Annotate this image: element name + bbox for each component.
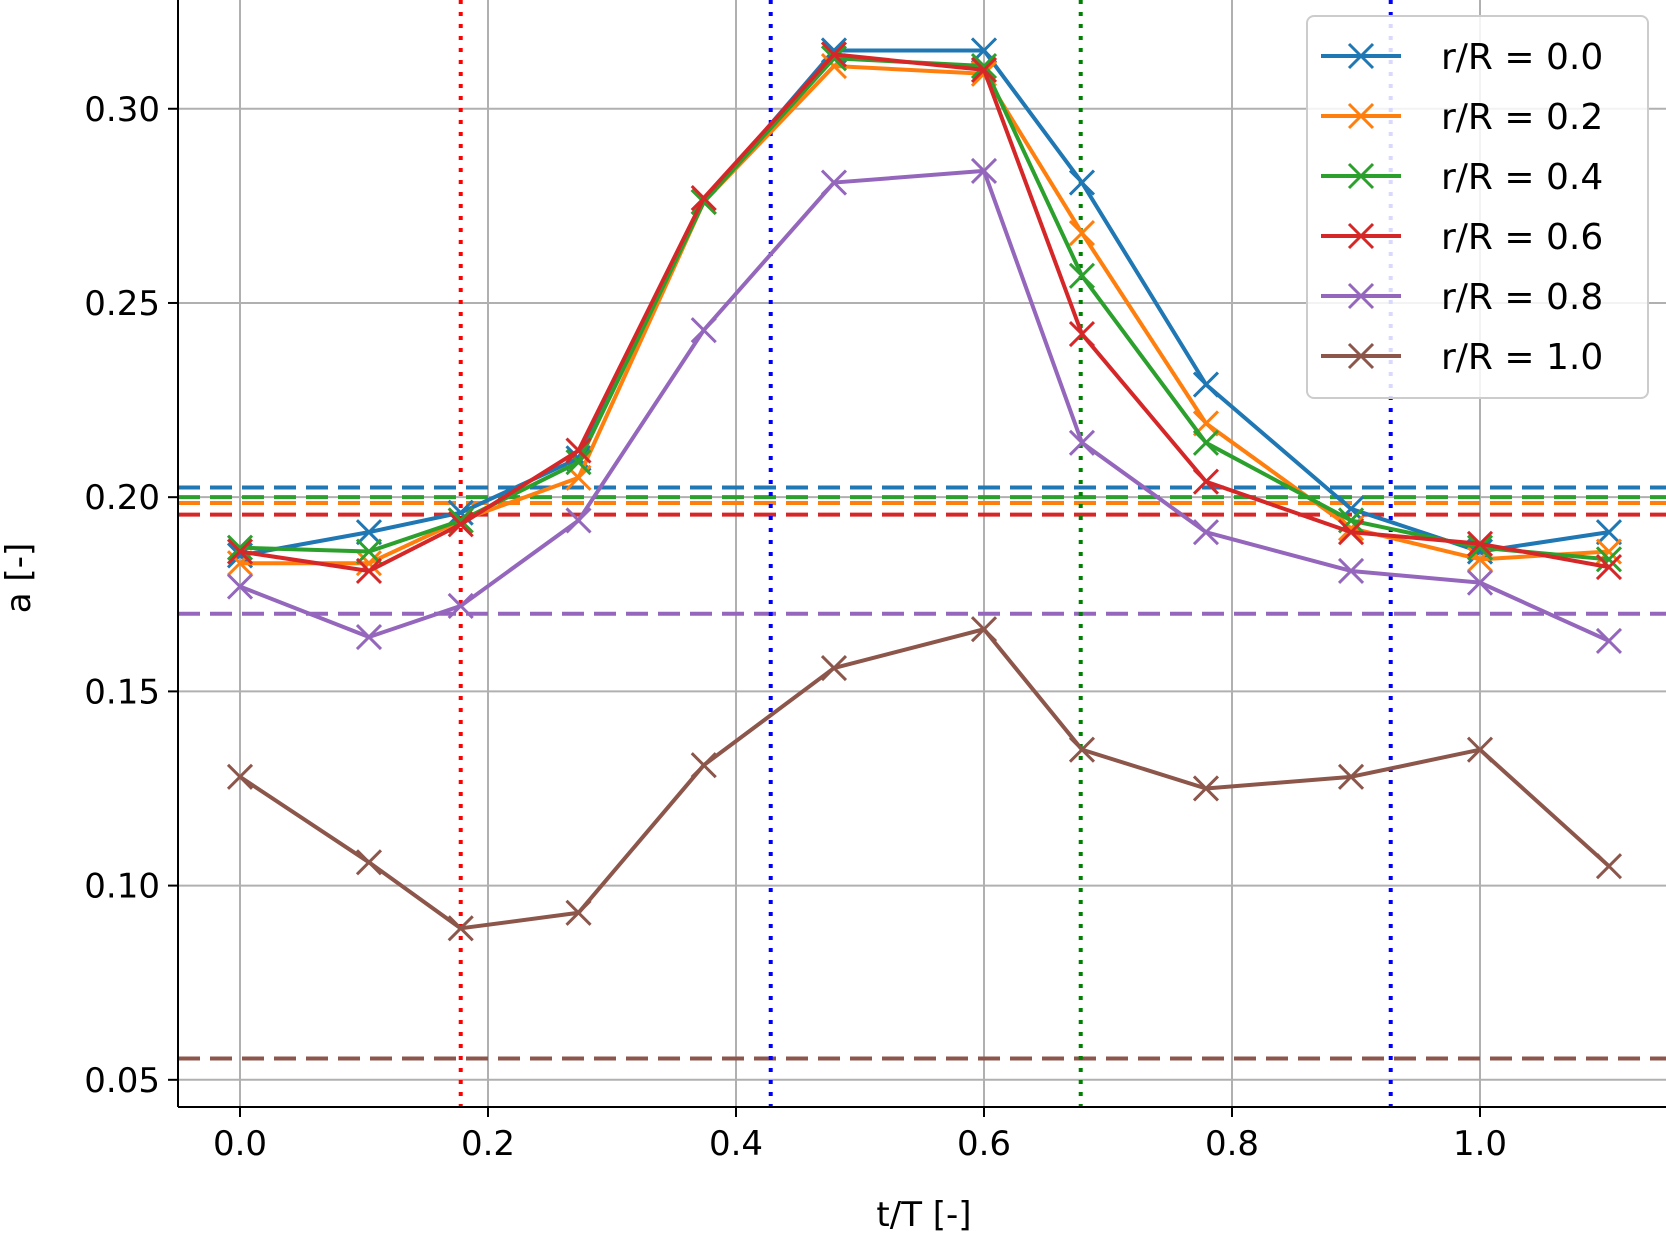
data-point <box>1068 262 1096 289</box>
data-point <box>690 185 717 212</box>
data-point <box>1466 534 1494 561</box>
y-tick-label: 0.25 <box>84 284 160 324</box>
y-axis-label: a [-] <box>0 543 39 613</box>
data-point <box>355 849 383 876</box>
data-point <box>447 511 474 538</box>
x-tick-label: 0.2 <box>461 1124 515 1164</box>
legend-marker <box>1347 342 1375 370</box>
data-point <box>447 592 474 619</box>
legend-label: r/R = 0.6 <box>1441 217 1603 258</box>
x-tick-label: 0.6 <box>957 1124 1011 1164</box>
y-tick-label: 0.05 <box>84 1061 160 1101</box>
legend-label: r/R = 0.4 <box>1441 157 1603 198</box>
data-point <box>1192 429 1220 456</box>
data-point <box>1337 519 1365 546</box>
data-point <box>355 538 383 565</box>
legend-entry: r/R = 0.4 <box>1321 157 1603 198</box>
legend-box <box>1306 15 1649 399</box>
y-tick-label: 0.10 <box>84 867 160 907</box>
data-point <box>447 915 474 942</box>
data-point <box>1068 320 1096 348</box>
data-point <box>1595 853 1623 880</box>
data-point <box>1068 429 1096 456</box>
data-point <box>970 157 998 184</box>
series <box>226 157 1623 654</box>
data-point <box>1466 736 1494 763</box>
legend-entry: r/R = 1.0 <box>1321 337 1603 378</box>
series <box>226 616 1623 942</box>
data-point <box>1337 763 1365 790</box>
data-point <box>226 534 254 561</box>
series-line <box>239 168 1610 643</box>
data-point <box>226 573 254 600</box>
x-ticks: 0.0 0.2 0.4 0.6 0.8 1.0 <box>213 1107 1507 1164</box>
data-point <box>1595 519 1623 546</box>
legend-marker <box>1347 222 1375 250</box>
data-point <box>355 519 383 546</box>
series <box>226 41 1623 585</box>
reference-lines <box>458 0 1393 1107</box>
data-point <box>820 45 848 72</box>
legend-marker <box>1347 102 1375 130</box>
legend-marker <box>1347 282 1375 310</box>
data-point <box>1192 371 1220 398</box>
data-point <box>820 169 848 196</box>
legend-label: r/R = 1.0 <box>1441 337 1603 378</box>
data-point <box>820 655 848 682</box>
data-point <box>1337 557 1365 585</box>
legend-marker <box>1347 42 1375 70</box>
data-point <box>1068 736 1096 763</box>
data-point <box>1192 468 1220 495</box>
data-point <box>565 899 592 926</box>
legend-entry: r/R = 0.6 <box>1321 217 1603 258</box>
data-point <box>1068 169 1096 196</box>
data-point <box>1068 219 1096 247</box>
y-tick-label: 0.15 <box>84 672 160 712</box>
data-point <box>1466 569 1494 596</box>
legend-entry: r/R = 0.2 <box>1321 97 1603 138</box>
y-tick-label: 0.30 <box>84 90 160 130</box>
legend-label: r/R = 0.0 <box>1441 37 1603 78</box>
data-point <box>226 538 254 565</box>
data-point <box>1595 554 1623 581</box>
legend-label: r/R = 0.8 <box>1441 277 1603 318</box>
data-point <box>1192 775 1220 802</box>
data-point <box>226 763 254 790</box>
legend-marker <box>1347 162 1375 190</box>
x-tick-label: 0.8 <box>1205 1124 1259 1164</box>
data-point <box>565 507 592 534</box>
data-point <box>1466 530 1494 557</box>
series-group <box>226 37 1623 942</box>
data-point <box>820 41 848 68</box>
legend-label: r/R = 0.2 <box>1441 97 1603 138</box>
data-point <box>355 623 383 651</box>
axes <box>177 0 1666 1108</box>
data-point <box>565 437 592 464</box>
legend: r/R = 0.0 r/R = 0.2 r/R = 0.4 r/R = 0.6 r/R … <box>1306 15 1649 399</box>
data-point <box>970 56 998 83</box>
x-tick-label: 0.0 <box>213 1124 267 1164</box>
data-point <box>970 52 998 80</box>
series-line <box>239 48 1610 558</box>
data-point <box>355 557 383 585</box>
y-tick-label: 0.20 <box>84 478 160 518</box>
x-tick-label: 1.0 <box>1453 1124 1507 1164</box>
y-ticks: 0.05 0.10 0.15 0.20 0.25 0.30 <box>84 90 178 1101</box>
legend-entry: r/R = 0.0 <box>1321 37 1603 78</box>
data-point <box>1595 627 1623 654</box>
series-line <box>238 627 1611 931</box>
data-point <box>690 317 717 344</box>
data-point <box>1192 519 1220 546</box>
legend-entry: r/R = 0.8 <box>1321 277 1603 318</box>
mean-lines <box>178 485 1666 1061</box>
data-point <box>970 616 998 643</box>
series-line <box>239 52 1610 573</box>
data-point <box>690 752 717 779</box>
x-tick-label: 0.4 <box>709 1124 763 1164</box>
x-axis-label: t/T [-] <box>876 1195 971 1234</box>
